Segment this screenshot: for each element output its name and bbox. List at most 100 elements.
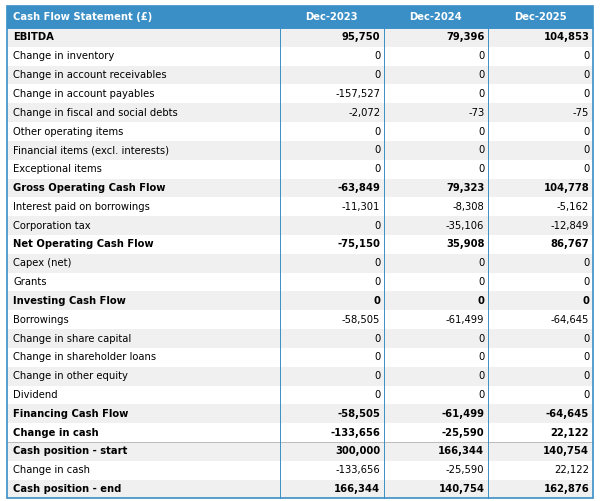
- Text: Change in shareholder loans: Change in shareholder loans: [13, 352, 157, 362]
- Text: 0: 0: [478, 145, 484, 155]
- Text: -25,590: -25,590: [442, 428, 484, 438]
- Text: -58,505: -58,505: [337, 409, 380, 419]
- Text: 0: 0: [478, 258, 484, 268]
- Bar: [7, 122, 593, 141]
- Text: Capex (net): Capex (net): [13, 258, 71, 268]
- Text: 0: 0: [583, 258, 589, 268]
- Bar: [7, 461, 593, 479]
- Text: 0: 0: [478, 126, 484, 136]
- Text: Investing Cash Flow: Investing Cash Flow: [13, 296, 126, 306]
- Text: 0: 0: [583, 352, 589, 362]
- Text: -63,849: -63,849: [337, 183, 380, 193]
- Text: Financing Cash Flow: Financing Cash Flow: [13, 409, 128, 419]
- Text: 0: 0: [374, 220, 380, 230]
- Text: 95,750: 95,750: [341, 33, 380, 43]
- Text: Dec-2025: Dec-2025: [514, 12, 567, 22]
- Bar: [7, 367, 593, 386]
- Text: 35,908: 35,908: [446, 239, 484, 249]
- Bar: [7, 310, 593, 329]
- Text: Dec-2024: Dec-2024: [409, 12, 462, 22]
- Text: 162,876: 162,876: [544, 484, 589, 494]
- Bar: [7, 216, 593, 235]
- Bar: [7, 85, 593, 103]
- Text: -64,645: -64,645: [551, 315, 589, 325]
- Bar: [7, 47, 593, 66]
- Text: -61,499: -61,499: [442, 409, 484, 419]
- Text: Dec-2023: Dec-2023: [305, 12, 358, 22]
- Text: 0: 0: [374, 126, 380, 136]
- Text: Borrowings: Borrowings: [13, 315, 69, 325]
- Text: -75: -75: [573, 108, 589, 118]
- Text: Gross Operating Cash Flow: Gross Operating Cash Flow: [13, 183, 166, 193]
- Bar: [7, 479, 593, 498]
- Text: Other operating items: Other operating items: [13, 126, 124, 136]
- Bar: [7, 235, 593, 254]
- Text: -35,106: -35,106: [446, 220, 484, 230]
- Text: 104,778: 104,778: [544, 183, 589, 193]
- Bar: [7, 423, 593, 442]
- Text: 22,122: 22,122: [551, 428, 589, 438]
- Text: 0: 0: [478, 70, 484, 80]
- Text: 0: 0: [374, 334, 380, 344]
- Text: 0: 0: [374, 70, 380, 80]
- Bar: [7, 197, 593, 216]
- Text: Cash Flow Statement (£): Cash Flow Statement (£): [13, 12, 152, 22]
- Text: -11,301: -11,301: [342, 202, 380, 212]
- Text: Dividend: Dividend: [13, 390, 58, 400]
- Text: Change in account receivables: Change in account receivables: [13, 70, 167, 80]
- Text: 0: 0: [374, 164, 380, 174]
- Text: 0: 0: [373, 296, 380, 306]
- Bar: [7, 442, 593, 461]
- Text: 0: 0: [374, 51, 380, 61]
- Text: 0: 0: [374, 390, 380, 400]
- Text: 0: 0: [583, 296, 589, 306]
- Text: 0: 0: [583, 277, 589, 287]
- Bar: [7, 254, 593, 273]
- Text: -75,150: -75,150: [337, 239, 380, 249]
- Text: 0: 0: [583, 371, 589, 381]
- Text: -12,849: -12,849: [551, 220, 589, 230]
- Text: 166,344: 166,344: [438, 446, 484, 456]
- Text: -5,162: -5,162: [557, 202, 589, 212]
- Bar: [7, 160, 593, 178]
- Text: Cash position - end: Cash position - end: [13, 484, 122, 494]
- Bar: [7, 141, 593, 160]
- Text: -133,656: -133,656: [335, 465, 380, 475]
- Text: -64,645: -64,645: [546, 409, 589, 419]
- Text: EBITDA: EBITDA: [13, 33, 54, 43]
- Text: 0: 0: [583, 70, 589, 80]
- Text: 0: 0: [374, 145, 380, 155]
- Text: Interest paid on borrowings: Interest paid on borrowings: [13, 202, 150, 212]
- Bar: [7, 178, 593, 197]
- Text: 0: 0: [374, 352, 380, 362]
- Text: -25,590: -25,590: [446, 465, 484, 475]
- Text: 0: 0: [478, 51, 484, 61]
- Bar: [7, 66, 593, 85]
- Text: 0: 0: [374, 258, 380, 268]
- Text: 0: 0: [583, 334, 589, 344]
- Bar: [7, 273, 593, 292]
- Text: 0: 0: [478, 371, 484, 381]
- Text: 79,323: 79,323: [446, 183, 484, 193]
- Bar: [7, 6, 593, 28]
- Text: -73: -73: [468, 108, 484, 118]
- Text: Corporation tax: Corporation tax: [13, 220, 91, 230]
- Text: 140,754: 140,754: [543, 446, 589, 456]
- Bar: [7, 103, 593, 122]
- Text: Change in fiscal and social debts: Change in fiscal and social debts: [13, 108, 178, 118]
- Text: 0: 0: [583, 145, 589, 155]
- Text: 86,767: 86,767: [551, 239, 589, 249]
- Bar: [7, 292, 593, 310]
- Text: 0: 0: [478, 334, 484, 344]
- Text: 0: 0: [583, 164, 589, 174]
- Text: 79,396: 79,396: [446, 33, 484, 43]
- Text: Net Operating Cash Flow: Net Operating Cash Flow: [13, 239, 154, 249]
- Bar: [7, 348, 593, 367]
- Text: 0: 0: [478, 164, 484, 174]
- Text: 0: 0: [583, 126, 589, 136]
- Text: 0: 0: [478, 296, 484, 306]
- Text: 0: 0: [583, 89, 589, 99]
- Text: 104,853: 104,853: [544, 33, 589, 43]
- Text: Cash position - start: Cash position - start: [13, 446, 128, 456]
- Text: 0: 0: [478, 277, 484, 287]
